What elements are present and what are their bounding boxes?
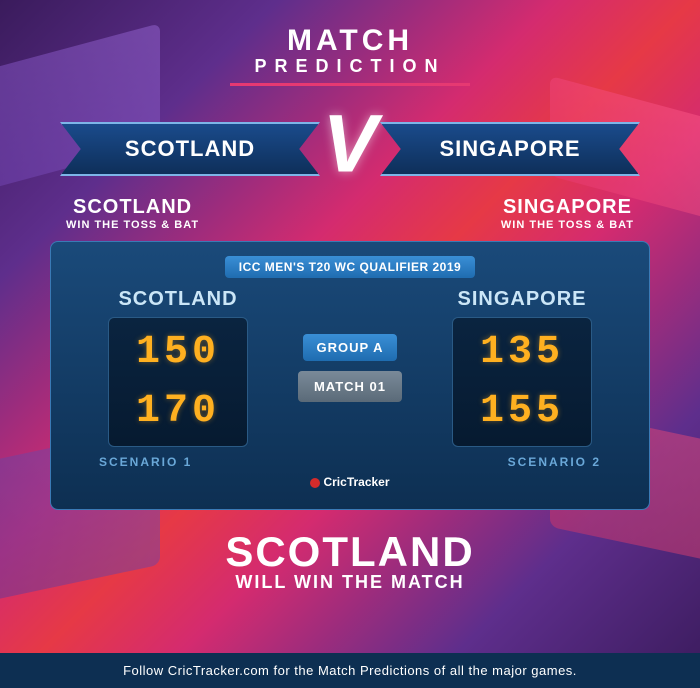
scoreboard: ICC MEN'S T20 WC QUALIFIER 2019 SCOTLAND… — [50, 241, 650, 510]
tracker-text: CricTracker — [323, 475, 389, 489]
toss-left: SCOTLAND WIN THE TOSS & BAT — [66, 196, 199, 231]
board-body: SCOTLAND 150 170 GROUP A MATCH 01 SINGAP… — [71, 288, 629, 447]
score-right-1: 155 — [480, 389, 564, 434]
event-label: ICC MEN'S T20 WC QUALIFIER 2019 — [225, 256, 475, 278]
verdict-block: SCOTLAND WILL WIN THE MATCH — [225, 528, 474, 593]
scenario-label-right: SCENARIO 2 — [508, 455, 601, 469]
team-ribbon-right: SINGAPORE — [380, 122, 640, 176]
event-header: ICC MEN'S T20 WC QUALIFIER 2019 — [71, 256, 629, 278]
title-main: MATCH — [30, 24, 670, 58]
ball-icon — [310, 478, 320, 488]
toss-left-sub: WIN THE TOSS & BAT — [66, 219, 199, 231]
verdict-team: SCOTLAND — [225, 528, 474, 576]
score-left-0: 150 — [136, 330, 220, 375]
toss-right: SINGAPORE WIN THE TOSS & BAT — [501, 196, 634, 231]
scenario-left-col: SCOTLAND 150 170 — [71, 288, 285, 447]
verdict-sub: WILL WIN THE MATCH — [225, 572, 474, 593]
group-pill: GROUP A — [303, 334, 398, 361]
score-left-1: 170 — [136, 389, 220, 434]
score-right-0: 135 — [480, 330, 564, 375]
versus-glyph: V — [323, 97, 378, 191]
scenario-labels: SCENARIO 1 SCENARIO 2 — [71, 455, 629, 469]
toss-left-team: SCOTLAND — [66, 196, 199, 219]
main-container: MATCH PREDICTION SCOTLAND V SINGAPORE SC… — [0, 0, 700, 688]
scenario-right-col: SINGAPORE 135 155 — [415, 288, 629, 447]
title-underline — [230, 83, 470, 86]
score-box-right: 135 155 — [452, 317, 592, 447]
score-box-left: 150 170 — [108, 317, 248, 447]
toss-right-team: SINGAPORE — [501, 196, 634, 219]
match-pill: MATCH 01 — [298, 371, 402, 402]
title-sub: PREDICTION — [30, 56, 670, 77]
toss-right-sub: WIN THE TOSS & BAT — [501, 219, 634, 231]
mid-column: GROUP A MATCH 01 — [285, 288, 415, 447]
versus-row: SCOTLAND V SINGAPORE — [30, 104, 670, 194]
toss-row: SCOTLAND WIN THE TOSS & BAT SINGAPORE WI… — [30, 196, 670, 231]
tracker-brand: CricTracker — [310, 475, 389, 489]
title-block: MATCH PREDICTION — [30, 24, 670, 86]
scenario-left-team: SCOTLAND — [71, 288, 285, 311]
team-ribbon-left: SCOTLAND — [60, 122, 320, 176]
scenario-label-left: SCENARIO 1 — [99, 455, 192, 469]
tracker-row: CricTracker — [71, 473, 629, 491]
scenario-right-team: SINGAPORE — [415, 288, 629, 311]
